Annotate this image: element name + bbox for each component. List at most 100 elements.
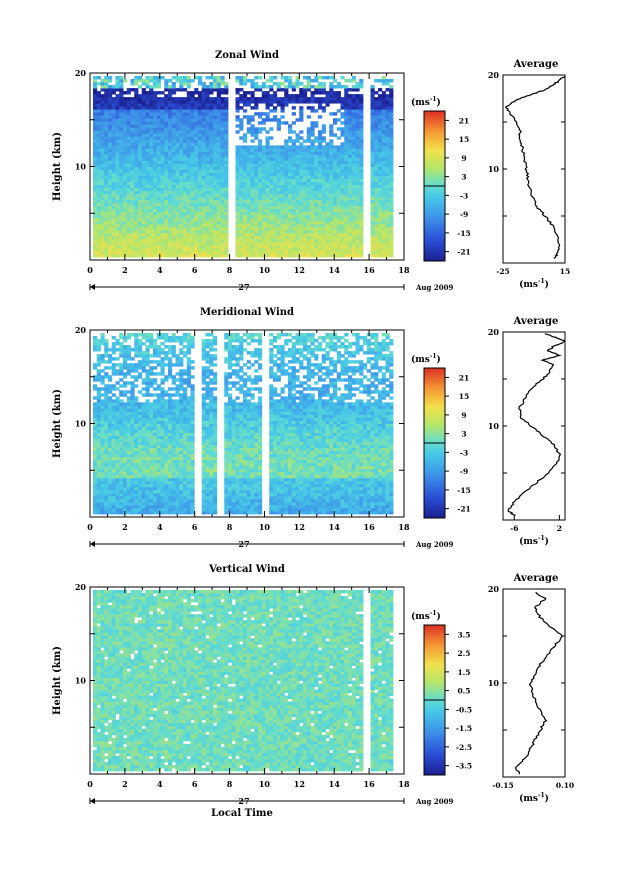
heatmap-cell	[123, 444, 128, 449]
heatmap-cell	[378, 166, 383, 170]
heatmap-cell	[134, 474, 139, 479]
heatmap-cell	[235, 130, 240, 134]
heatmap-cell	[141, 103, 146, 107]
heatmap-cell	[93, 414, 98, 418]
heatmap-cell	[171, 139, 176, 143]
heatmap-cell	[111, 223, 116, 228]
heatmap-cell	[183, 214, 188, 219]
heatmap-cell	[141, 190, 146, 195]
heatmap-cell	[119, 187, 124, 192]
heatmap-cell	[273, 145, 278, 149]
heatmap-cell	[186, 106, 191, 110]
heatmap-cell	[138, 375, 143, 379]
heatmap-cell	[145, 507, 150, 512]
heatmap-cell	[141, 504, 146, 509]
heatmap-cell	[190, 169, 195, 173]
heatmap-cell	[239, 118, 244, 122]
heatmap-cell	[239, 154, 244, 158]
heatmap-cell	[130, 486, 135, 491]
heatmap-cell	[378, 178, 383, 182]
heatmap-cell	[310, 154, 315, 158]
heatmap-cell	[291, 196, 296, 201]
heatmap-cell	[194, 127, 199, 131]
heatmap-cell	[175, 79, 180, 83]
heatmap-cell	[153, 115, 158, 119]
heatmap-cell	[119, 193, 124, 198]
heatmap-cell	[216, 103, 221, 107]
heatmap-cell	[254, 106, 259, 110]
heatmap-cell	[374, 172, 379, 176]
heatmap-cell	[138, 193, 143, 198]
heatmap-cell	[100, 426, 105, 430]
heatmap-cell	[190, 199, 195, 204]
heatmap-cell	[381, 145, 386, 149]
heatmap-cell	[108, 447, 113, 452]
heatmap-cell	[243, 172, 248, 176]
heatmap-cell	[119, 456, 124, 461]
heatmap-cell	[306, 178, 311, 182]
heatmap-cell	[138, 85, 143, 89]
heatmap-cell	[96, 357, 101, 361]
heatmap-cell	[104, 447, 109, 452]
heatmap-cell	[149, 79, 154, 83]
heatmap-cell	[261, 181, 266, 185]
heatmap-cell	[104, 453, 109, 458]
heatmap-cell	[123, 181, 128, 185]
heatmap-cell	[378, 94, 383, 98]
heatmap-cell	[276, 250, 281, 255]
heatmap-cell	[104, 100, 109, 104]
heatmap-cell	[321, 88, 326, 92]
heatmap-cell	[126, 154, 131, 158]
heatmap-cell	[104, 217, 109, 222]
heatmap-cell	[265, 175, 270, 179]
heatmap-cell	[216, 94, 221, 98]
average-x-tick-label: -25	[496, 267, 510, 276]
heatmap-cell	[239, 250, 244, 255]
heatmap-cell	[108, 133, 113, 137]
heatmap-cell	[288, 208, 293, 213]
heatmap-cell	[96, 462, 101, 467]
heatmap-cell	[336, 136, 341, 140]
heatmap-cell	[205, 121, 210, 125]
heatmap-cell	[205, 247, 210, 252]
heatmap-cell	[254, 100, 259, 104]
heatmap-cell	[318, 91, 323, 95]
heatmap-cell	[246, 247, 251, 252]
heatmap-cell	[194, 169, 199, 173]
heatmap-cell	[96, 172, 101, 176]
heatmap-cell	[243, 103, 248, 107]
heatmap-cell	[100, 172, 105, 176]
heatmap-cell	[104, 492, 109, 497]
heatmap-cell	[134, 396, 139, 400]
heatmap-cell	[183, 133, 188, 137]
heatmap-cell	[108, 408, 113, 412]
heatmap-cell	[100, 115, 105, 119]
heatmap-cell	[183, 151, 188, 155]
heatmap-cell	[209, 166, 214, 170]
heatmap-cell	[126, 366, 131, 370]
heatmap-cell	[209, 76, 214, 80]
heatmap-cell	[205, 229, 210, 234]
average-x-axis-label: (ms-1)	[519, 278, 549, 290]
heatmap-cell	[115, 139, 120, 143]
heatmap-cell	[115, 456, 120, 461]
heatmap-cell	[321, 214, 326, 219]
heatmap-cell	[111, 387, 116, 391]
heatmap-cell	[104, 184, 109, 189]
heatmap-cell	[351, 217, 356, 222]
heatmap-cell	[149, 175, 154, 179]
heatmap-cell	[209, 211, 214, 216]
heatmap-cell	[190, 241, 195, 246]
heatmap-cell	[100, 477, 105, 482]
heatmap-cell	[108, 250, 113, 255]
heatmap-cell	[198, 118, 203, 122]
heatmap-cell	[269, 94, 274, 98]
heatmap-cell	[100, 244, 105, 249]
heatmap-cell	[115, 97, 120, 101]
heatmap-cell	[306, 136, 311, 140]
heatmap-cell	[220, 172, 225, 176]
heatmap-cell	[314, 223, 319, 228]
heatmap-cell	[119, 432, 124, 436]
heatmap-cell	[243, 226, 248, 231]
heatmap-cell	[288, 202, 293, 207]
